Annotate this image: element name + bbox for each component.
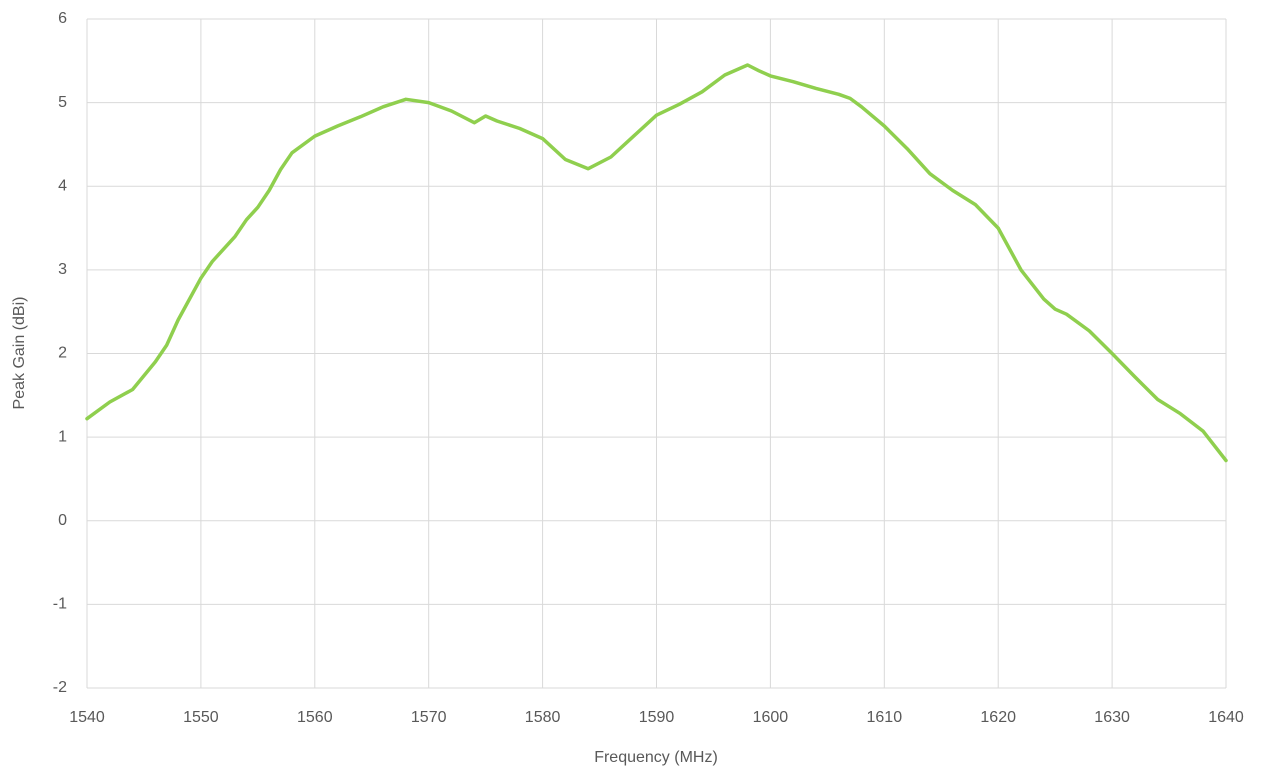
y-tick-label: -2 [53, 679, 67, 696]
x-tick-label: 1610 [867, 709, 903, 726]
y-tick-label: -1 [53, 596, 67, 613]
y-axis-title: Peak Gain (dBi) [11, 297, 28, 410]
y-tick-label: 2 [58, 345, 67, 362]
x-tick-label: 1640 [1208, 709, 1244, 726]
y-tick-label: 5 [58, 94, 67, 111]
x-tick-label: 1590 [639, 709, 675, 726]
y-tick-label: 1 [58, 428, 67, 445]
x-tick-label: 1540 [69, 709, 105, 726]
x-tick-label: 1620 [980, 709, 1016, 726]
x-axis-title: Frequency (MHz) [594, 749, 718, 766]
x-tick-label: 1600 [753, 709, 789, 726]
x-tick-label: 1560 [297, 709, 333, 726]
x-tick-label: 1630 [1094, 709, 1130, 726]
y-tick-label: 0 [58, 512, 67, 529]
x-tick-label: 1580 [525, 709, 561, 726]
x-tick-label: 1550 [183, 709, 219, 726]
x-tick-label: 1570 [411, 709, 447, 726]
y-tick-label: 3 [58, 261, 67, 278]
y-tick-label: 4 [58, 177, 67, 194]
y-tick-label: 6 [58, 10, 67, 27]
line-series [85, 63, 1228, 463]
